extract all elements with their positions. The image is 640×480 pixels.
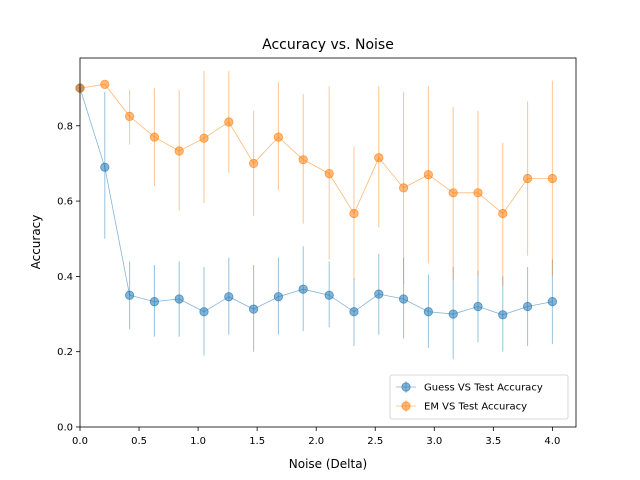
data-point-series-1: [100, 79, 110, 89]
data-point-series-1: [174, 146, 184, 156]
chart-title: Accuracy vs. Noise: [262, 37, 394, 53]
legend-marker-1: [401, 401, 411, 411]
data-point-series-0: [174, 294, 184, 304]
data-point-series-1: [224, 117, 234, 127]
data-point-series-1: [398, 183, 409, 193]
data-point-series-0: [324, 290, 334, 300]
y-axis-label: Accuracy: [29, 215, 43, 270]
data-point-series-1: [473, 188, 483, 198]
x-tick-label: 1.0: [190, 436, 206, 447]
y-tick-label: 0.2: [57, 347, 73, 358]
y-tick-label: 0.0: [57, 423, 73, 434]
plot-frame: [79, 57, 577, 428]
data-point-series-0: [423, 307, 433, 317]
data-point-series-0: [473, 301, 483, 312]
data-point-series-0: [522, 301, 533, 312]
data-point-series-1: [125, 111, 135, 121]
legend-marker-0: [401, 382, 411, 392]
data-point-series-0: [273, 292, 283, 302]
data-point-series-0: [398, 294, 409, 304]
data-point-series-1: [149, 132, 159, 142]
y-tick-label: 0.4: [57, 272, 73, 283]
x-tick-label: 3.5: [485, 436, 501, 447]
y-tick-label: 0.8: [57, 121, 73, 132]
data-point-series-0: [374, 289, 384, 299]
x-tick-label: 2.0: [308, 436, 324, 447]
legend-box: [389, 374, 569, 420]
data-point-series-0: [498, 310, 508, 320]
plot-area: 0.0 0.5 1.0 1.5 2.0 2.5 3.0 3.5 4.0 0.0 0.2 0.4 0.6 0…: [57, 57, 577, 447]
data-point-series-1: [324, 168, 334, 179]
data-point-series-1: [448, 188, 458, 198]
x-tick-label: 2.5: [367, 436, 383, 447]
legend: Guess VS Test Accuracy EM VS Test Accurac…: [389, 374, 569, 420]
data-point-series-1: [522, 173, 533, 184]
data-point-series-0: [298, 284, 308, 294]
data-point-series-1: [498, 208, 508, 219]
data-point-series-0: [224, 292, 234, 302]
data-point-series-0: [448, 309, 458, 319]
legend-label-0: Guess VS Test Accuracy: [424, 383, 543, 394]
data-point-series-1: [273, 132, 283, 142]
data-point-series-0: [547, 297, 557, 307]
data-point-series-0: [125, 290, 135, 300]
data-point-series-1: [349, 208, 359, 219]
data-point-series-1: [374, 153, 384, 163]
data-point-series-1: [298, 155, 308, 165]
legend-label-1: EM VS Test Accuracy: [424, 402, 527, 413]
x-axis-label: Noise (Delta): [289, 457, 367, 471]
data-point-series-1: [199, 133, 209, 143]
x-tick-label: 0.5: [131, 436, 147, 447]
data-point-series-1: [423, 170, 433, 180]
data-point-series-0: [199, 307, 209, 317]
data-point-series-0: [100, 162, 110, 172]
data-point-series-0: [149, 297, 159, 307]
x-tick-label: 1.5: [249, 436, 265, 447]
data-point-series-1: [249, 158, 259, 169]
data-point-series-0: [249, 304, 259, 314]
data-point-series-0: [349, 307, 359, 317]
x-tick-label: 4.0: [544, 436, 560, 447]
x-tick-label: 0.0: [72, 436, 88, 447]
x-tick-label: 3.0: [426, 436, 442, 447]
data-point-series-1: [547, 173, 557, 184]
y-tick-label: 0.6: [57, 197, 73, 208]
